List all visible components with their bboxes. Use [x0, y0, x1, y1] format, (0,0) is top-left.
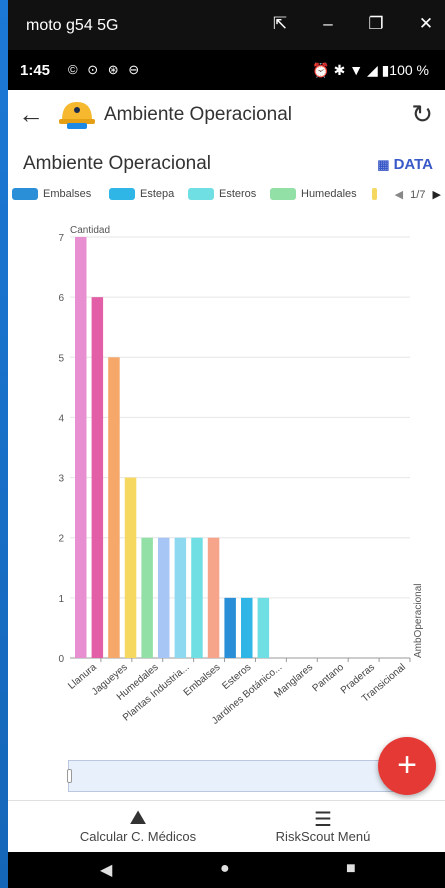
- nav-menu[interactable]: ☰ RiskScout Menú: [258, 807, 388, 844]
- y-tick-label: 3: [58, 474, 64, 485]
- pager-next-icon[interactable]: ▶: [432, 189, 441, 201]
- chart-bar: [174, 537, 187, 658]
- menu-icon: ☰: [314, 809, 332, 831]
- system-home-icon[interactable]: ●: [220, 860, 230, 877]
- device-window: moto g54 5G ⇱ – ❐ ✕ 1:45 © ⊙ ⊛ ⊖ ⏰ ✱ ▼ ◢…: [8, 0, 445, 888]
- y-tick-label: 6: [58, 293, 64, 304]
- nav-menu-label: RiskScout Menú: [275, 829, 371, 844]
- system-status-icons: ⏰ ✱ ▼ ◢ ▮100 %: [312, 62, 429, 78]
- bottom-navigation: ⛰ Calcular C. Médicos ☰ RiskScout Menú: [8, 800, 445, 852]
- y-tick-label: 1: [58, 594, 64, 605]
- data-button-label: DATA: [393, 156, 433, 173]
- hard-hat-icon: [59, 102, 95, 129]
- zoom-handle[interactable]: [67, 769, 72, 783]
- legend-swatch: [109, 188, 135, 200]
- legend-pager: ◀ 1/7 ▶: [395, 188, 441, 201]
- chart-bar: [207, 537, 220, 658]
- chart-bar: [141, 537, 153, 658]
- status-bar: 1:45 © ⊙ ⊛ ⊖ ⏰ ✱ ▼ ◢ ▮100 %: [8, 50, 445, 90]
- chart-bar: [124, 477, 137, 658]
- system-back-icon[interactable]: ◀: [100, 862, 113, 879]
- y-axis-label: Cantidad: [70, 225, 110, 236]
- bar-chart: 01234567CantidadAmbOperacionalLlanuraJag…: [58, 225, 424, 727]
- chart-bar: [158, 537, 170, 658]
- chart-bar: [108, 357, 120, 658]
- app-bar: ← Ambiente Operacional ↻: [8, 90, 445, 140]
- zoom-slider[interactable]: [67, 760, 413, 792]
- chart-bar: [191, 537, 203, 658]
- legend-label: Humedales: [301, 188, 357, 200]
- notification-icons: © ⊙ ⊛ ⊖: [68, 62, 143, 77]
- x-axis-label: AmbOperacional: [413, 584, 424, 658]
- window-titlebar: moto g54 5G ⇱ – ❐ ✕: [8, 0, 445, 50]
- chart-title: Ambiente Operacional: [23, 153, 211, 174]
- chart-bar: [257, 597, 270, 658]
- pager-count: 1/7: [410, 189, 426, 201]
- chart-legend: Embalses Estepa Esteros Humedales: [8, 186, 445, 204]
- map-people-icon: ⛰: [129, 807, 147, 829]
- system-navigation: ◀ ● ■: [8, 852, 445, 888]
- chart-bar: [224, 597, 236, 658]
- back-arrow-icon[interactable]: ←: [18, 99, 44, 129]
- chart-bar: [241, 597, 253, 658]
- nav-calcular-label: Calcular C. Médicos: [79, 829, 197, 844]
- app-title: Ambiente Operacional: [104, 104, 292, 125]
- y-tick-label: 4: [58, 413, 64, 424]
- chart-bar: [91, 297, 104, 658]
- status-time: 1:45: [20, 62, 51, 79]
- y-tick-label: 0: [58, 654, 64, 665]
- y-tick-label: 2: [58, 534, 64, 545]
- table-icon: ▦: [377, 157, 390, 172]
- minimize-icon[interactable]: –: [323, 14, 333, 33]
- y-tick-label: 7: [58, 233, 64, 244]
- window-title: moto g54 5G: [26, 17, 119, 34]
- legend-label: Embalses: [43, 188, 92, 200]
- legend-swatch: [12, 188, 38, 200]
- y-tick-label: 5: [58, 353, 64, 364]
- refresh-icon[interactable]: ↻: [411, 99, 433, 129]
- add-button[interactable]: +: [378, 737, 436, 795]
- nav-calcular[interactable]: ⛰ Calcular C. Médicos: [68, 807, 208, 844]
- chart-bar: [75, 237, 87, 658]
- close-icon[interactable]: ✕: [418, 14, 434, 33]
- legend-swatch-partial: [372, 188, 377, 200]
- legend-label: Esteros: [219, 188, 257, 200]
- system-recents-icon[interactable]: ■: [346, 860, 356, 877]
- legend-swatch: [188, 188, 214, 200]
- pager-prev-icon[interactable]: ◀: [394, 189, 404, 201]
- legend-label: Estepa: [140, 188, 175, 200]
- external-window-icon[interactable]: ⇱: [272, 14, 288, 33]
- restore-icon[interactable]: ❐: [368, 14, 384, 33]
- legend-swatch: [270, 188, 296, 200]
- data-button[interactable]: ▦ DATA: [377, 156, 433, 173]
